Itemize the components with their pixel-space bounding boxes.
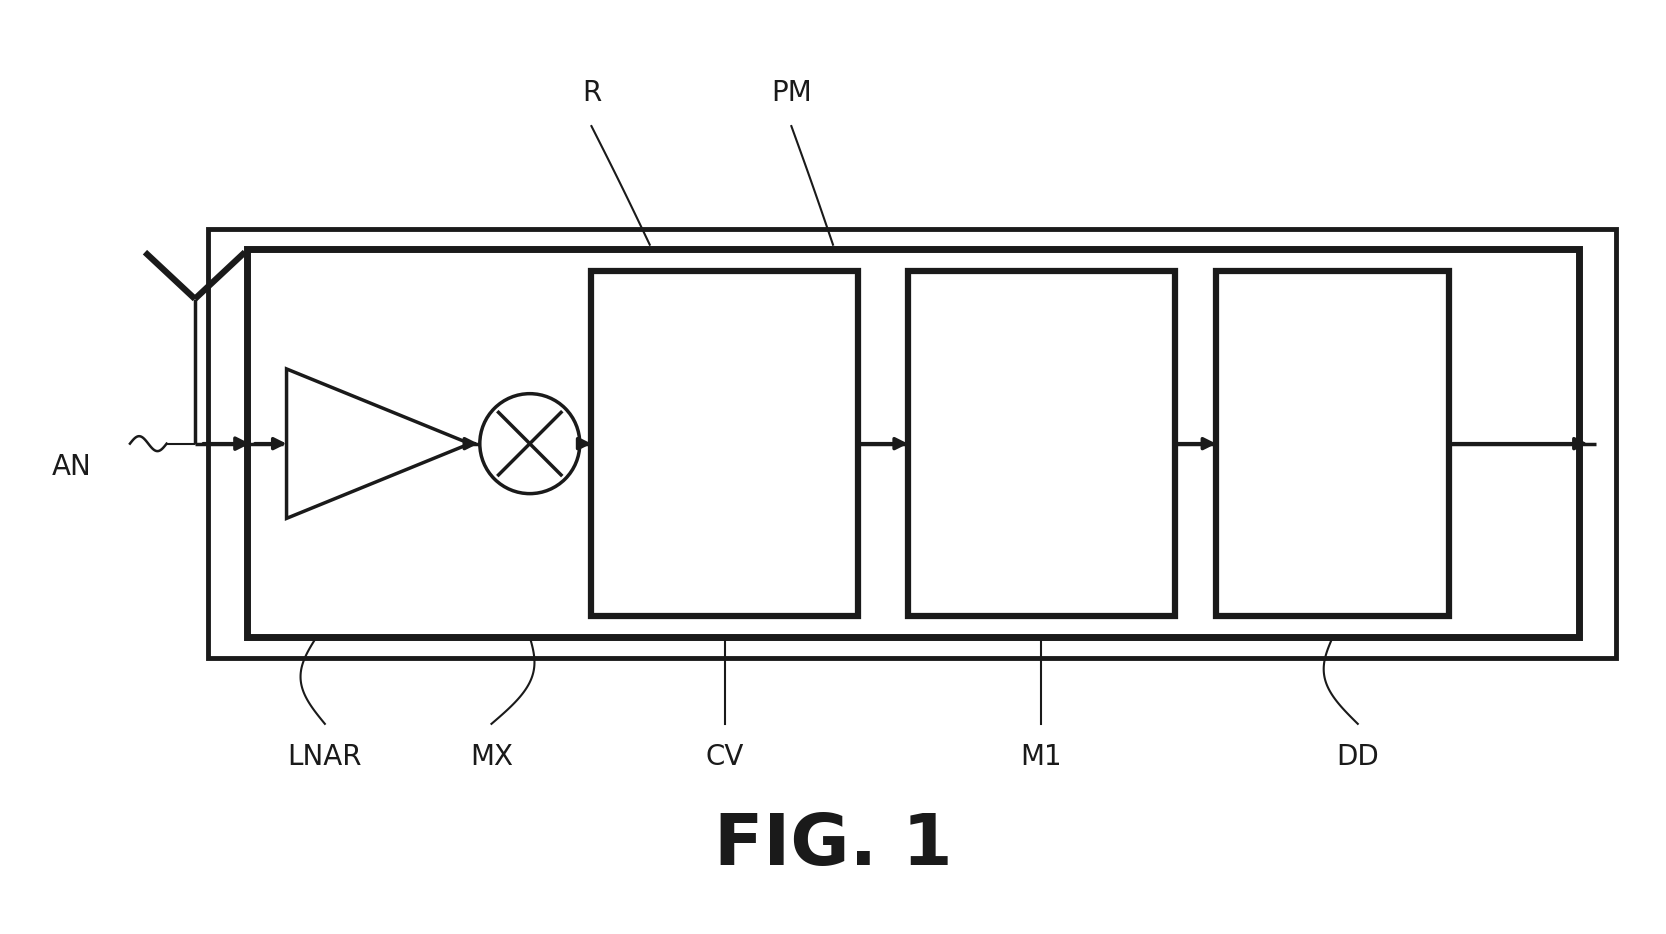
Polygon shape [287,369,470,518]
Text: FIG. 1: FIG. 1 [713,811,953,880]
Text: DD: DD [1336,743,1379,771]
Text: CV: CV [705,743,745,771]
Text: LNAR: LNAR [288,743,362,771]
Bar [591,271,858,616]
Text: R: R [581,79,601,107]
Bar [208,229,1616,658]
Text: M1: M1 [1021,743,1061,771]
Text: MX: MX [470,743,513,771]
Text: AN: AN [52,453,92,481]
Text: PM: PM [771,79,811,107]
Bar [247,249,1579,637]
Bar [1216,271,1449,616]
Ellipse shape [480,393,580,494]
Bar [908,271,1175,616]
